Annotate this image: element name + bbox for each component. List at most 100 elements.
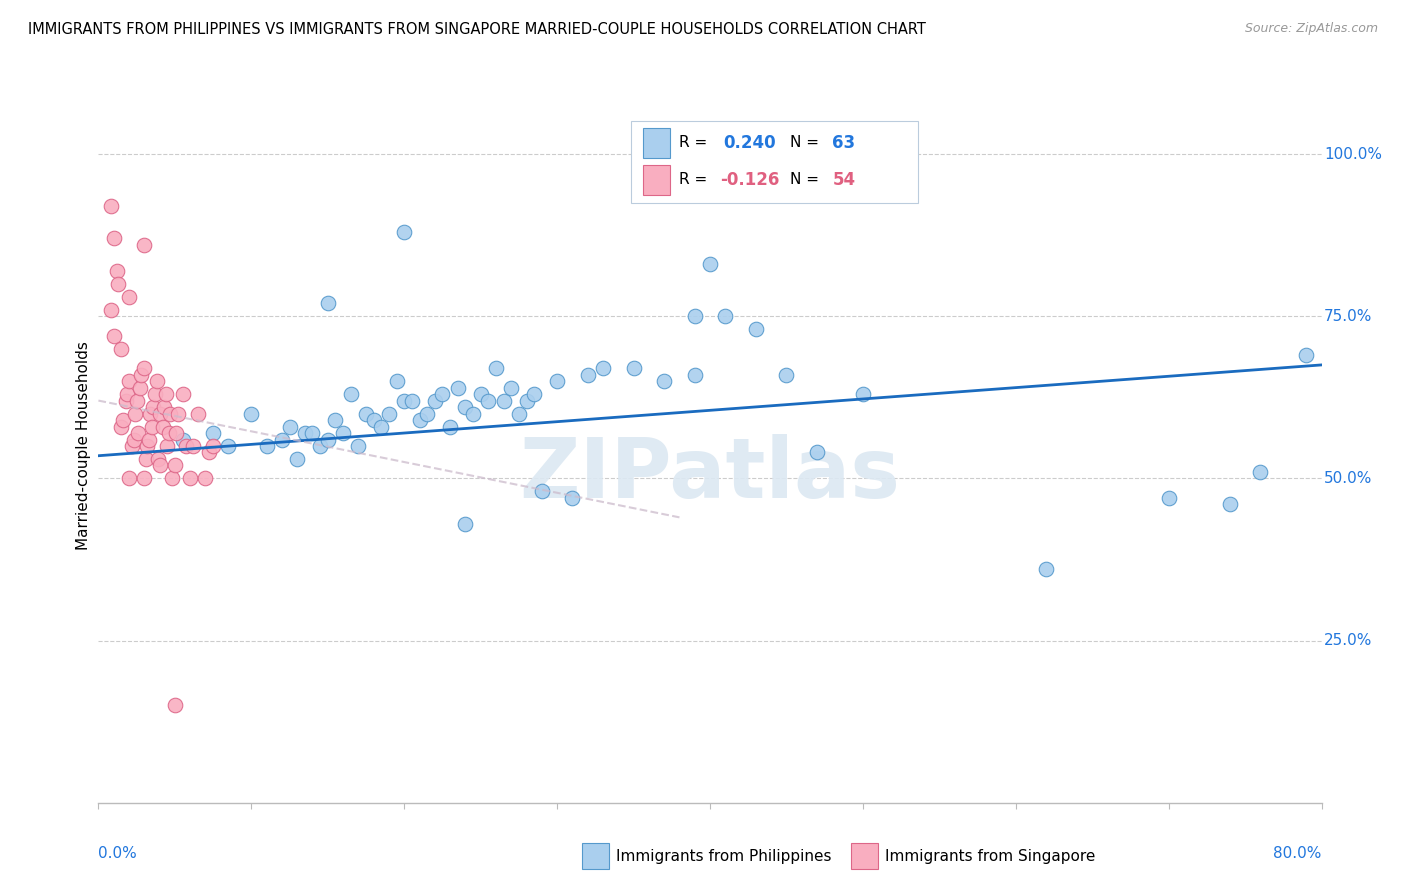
Text: Immigrants from Philippines: Immigrants from Philippines xyxy=(616,849,831,863)
Point xyxy=(316,296,339,310)
Point xyxy=(501,381,523,395)
Point xyxy=(149,407,172,421)
Point xyxy=(392,225,416,239)
Point xyxy=(576,368,599,382)
Point xyxy=(1157,491,1180,505)
Point xyxy=(378,407,401,421)
Point xyxy=(121,439,143,453)
Point xyxy=(165,425,187,440)
Point xyxy=(852,387,875,401)
Point xyxy=(470,387,492,401)
Text: 50.0%: 50.0% xyxy=(1324,471,1372,486)
Point xyxy=(167,407,190,421)
Point xyxy=(492,393,515,408)
Bar xyxy=(643,165,669,194)
Point xyxy=(309,439,332,453)
Text: 75.0%: 75.0% xyxy=(1324,309,1372,324)
Text: N =: N = xyxy=(790,136,824,150)
Point xyxy=(530,484,553,499)
Point xyxy=(138,433,160,447)
Text: N =: N = xyxy=(790,172,824,187)
Point xyxy=(683,310,706,324)
Point xyxy=(157,425,180,440)
Point xyxy=(122,433,145,447)
Point xyxy=(179,471,201,485)
Point xyxy=(240,407,263,421)
Text: 63: 63 xyxy=(832,134,855,152)
Point xyxy=(100,199,122,213)
Point xyxy=(454,516,477,531)
Point xyxy=(561,491,583,505)
Text: Immigrants from Singapore: Immigrants from Singapore xyxy=(884,849,1095,863)
Point xyxy=(454,400,477,414)
Point xyxy=(156,439,179,453)
Point xyxy=(139,407,162,421)
Text: 0.0%: 0.0% xyxy=(98,846,138,861)
Point xyxy=(110,342,132,356)
Point xyxy=(363,413,385,427)
Text: -0.126: -0.126 xyxy=(720,171,779,189)
Point xyxy=(105,264,128,278)
Point xyxy=(202,425,225,440)
Point xyxy=(129,368,152,382)
Point xyxy=(461,407,484,421)
Point xyxy=(118,290,141,304)
Point xyxy=(294,425,316,440)
Text: 25.0%: 25.0% xyxy=(1324,633,1372,648)
Point xyxy=(142,400,165,414)
Point xyxy=(683,368,706,382)
Point xyxy=(339,387,361,401)
Point xyxy=(145,374,167,388)
Point xyxy=(163,698,186,713)
Point xyxy=(392,393,416,408)
Point xyxy=(325,413,347,427)
Point xyxy=(202,439,225,453)
Point xyxy=(117,387,139,401)
Text: R =: R = xyxy=(679,172,713,187)
Point xyxy=(181,439,204,453)
Point xyxy=(134,361,156,376)
Point xyxy=(332,425,354,440)
Point xyxy=(155,387,177,401)
Point xyxy=(1249,465,1271,479)
Point xyxy=(416,407,439,421)
Point xyxy=(285,452,308,467)
Point xyxy=(136,439,159,453)
Point xyxy=(806,445,828,459)
Point xyxy=(1295,348,1317,362)
Y-axis label: Married-couple Households: Married-couple Households xyxy=(76,342,91,550)
Point xyxy=(103,328,125,343)
FancyBboxPatch shape xyxy=(630,121,918,203)
Point xyxy=(401,393,423,408)
Point xyxy=(163,458,186,473)
Point xyxy=(354,407,377,421)
Point xyxy=(775,368,797,382)
Point xyxy=(699,257,721,271)
Point xyxy=(508,407,530,421)
Point xyxy=(134,471,156,485)
Point xyxy=(370,419,392,434)
Point xyxy=(127,425,149,440)
Point xyxy=(408,413,430,427)
Point xyxy=(477,393,499,408)
Point xyxy=(115,393,138,408)
Point xyxy=(270,433,292,447)
Point xyxy=(159,407,181,421)
Point xyxy=(256,439,278,453)
Point xyxy=(385,374,408,388)
Point xyxy=(124,407,146,421)
Point xyxy=(197,445,219,459)
Bar xyxy=(851,844,877,869)
Point xyxy=(118,471,141,485)
Text: IMMIGRANTS FROM PHILIPPINES VS IMMIGRANTS FROM SINGAPORE MARRIED-COUPLE HOUSEHOL: IMMIGRANTS FROM PHILIPPINES VS IMMIGRANT… xyxy=(28,22,927,37)
Point xyxy=(301,425,323,440)
Point xyxy=(1341,140,1364,154)
Point xyxy=(107,277,129,291)
Text: ZIPatlas: ZIPatlas xyxy=(520,434,900,515)
Point xyxy=(125,393,148,408)
Text: 0.240: 0.240 xyxy=(724,134,776,152)
Text: 80.0%: 80.0% xyxy=(1274,846,1322,861)
Point xyxy=(187,407,209,421)
Text: 100.0%: 100.0% xyxy=(1324,146,1382,161)
Text: R =: R = xyxy=(679,136,713,150)
